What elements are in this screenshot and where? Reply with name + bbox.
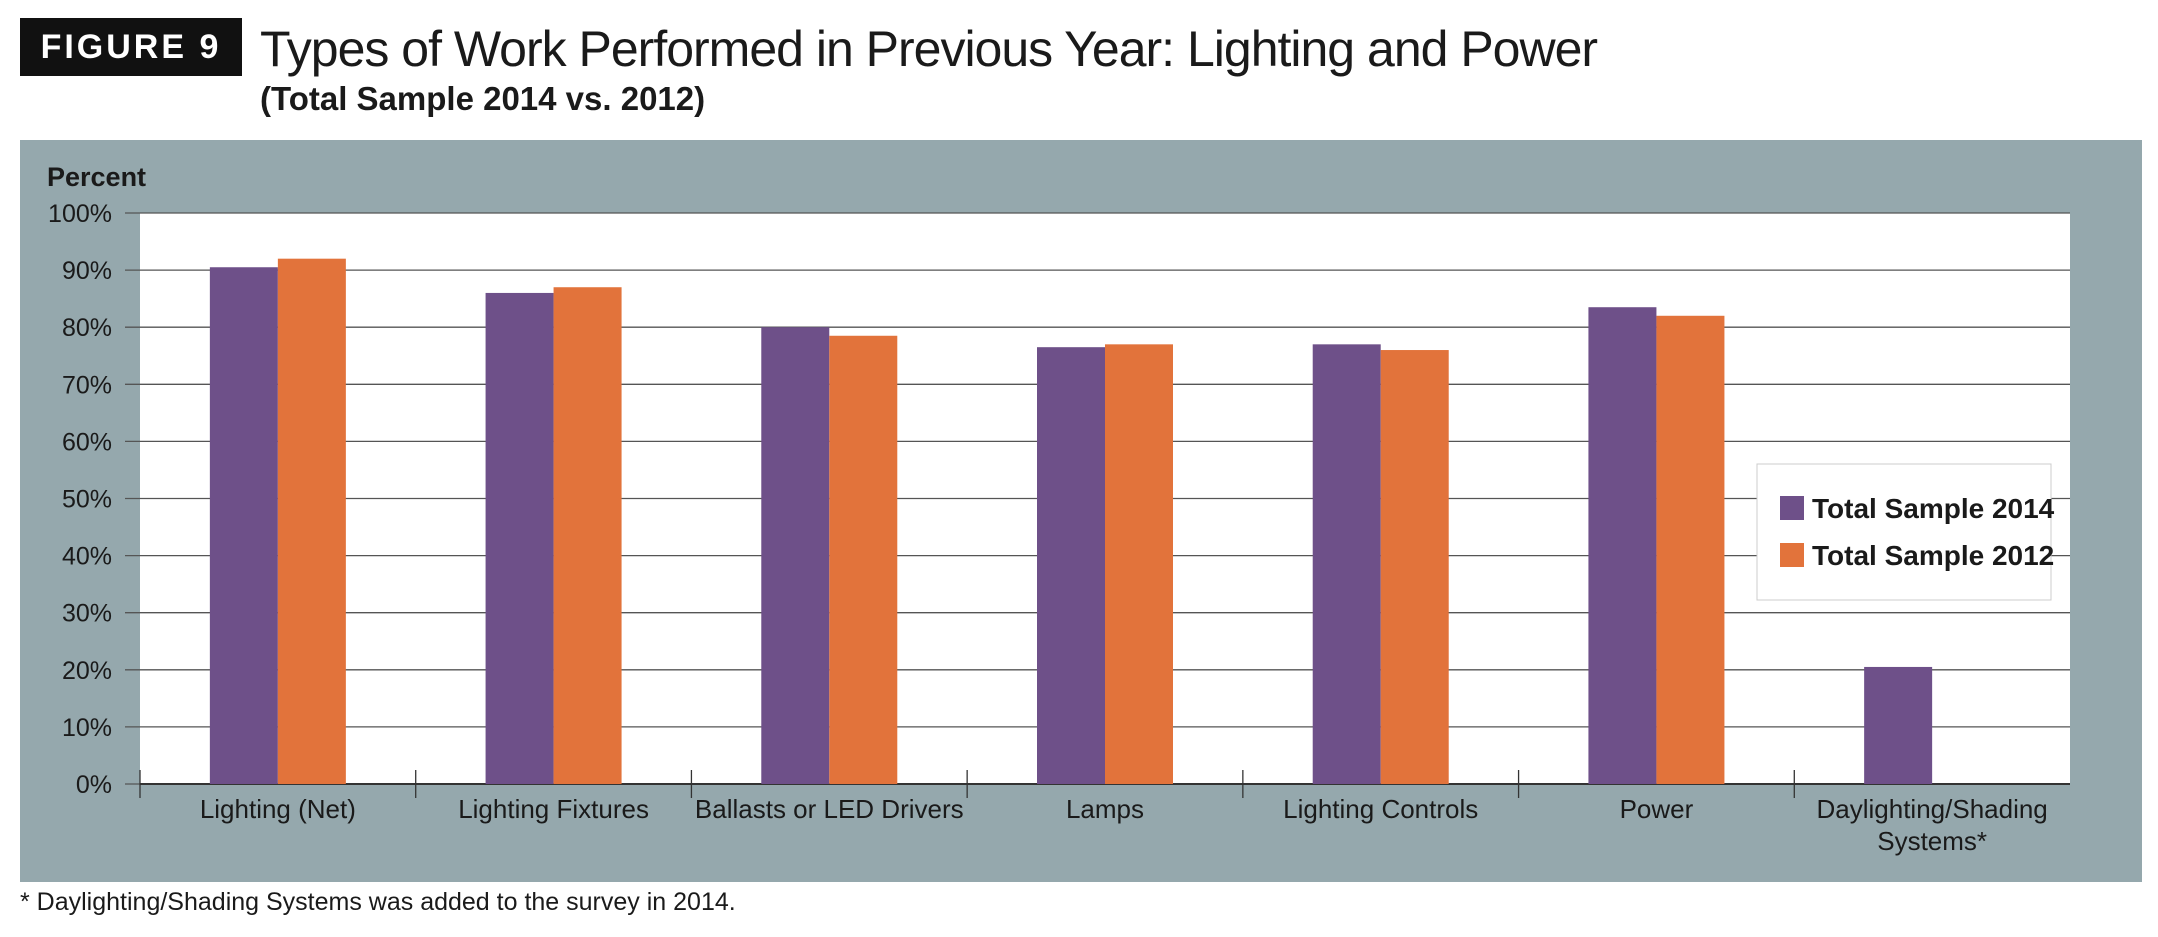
bar-total-sample-2014-2 [761,327,830,784]
x-tick-label: Lighting Controls [1283,794,1478,824]
bar-total-sample-2014-4 [1312,344,1381,784]
bar-chart: Percent 0% 10% 20% 30% 40% 50% 60% 70% 80% 90% 100%… [47,162,2070,856]
bar-total-sample-2014-3 [1037,347,1105,784]
footnote: * Daylighting/Shading Systems was added … [20,888,736,916]
bar-total-sample-2012-1 [553,287,622,784]
y-tick-label: 60% [62,428,112,456]
x-tick-label-line: Power [1620,794,1694,824]
x-tick-label: Lighting Fixtures [458,794,649,824]
bar-total-sample-2012-5 [1656,315,1725,784]
x-tick-label: Power [1620,794,1694,824]
y-tick-label: 40% [62,543,112,571]
x-tick-label-line: Ballasts or LED Drivers [695,794,964,824]
x-tick-label-line: Lighting Controls [1283,794,1478,824]
chart-title: Types of Work Performed in Previous Year… [260,21,1598,77]
y-tick-label: 100% [48,200,112,228]
x-tick-label: Daylighting/Shading Systems* [1817,794,2048,856]
x-tick-label: Lamps [1066,794,1144,824]
y-tick-label: 50% [62,486,112,514]
x-tick-label-line: Lighting Fixtures [458,794,649,824]
x-tick-label: Lighting (Net) [200,794,356,824]
x-tick-label-line: Systems* [1877,826,1987,856]
bar-total-sample-2012-2 [829,335,898,784]
bar-total-sample-2014-1 [485,292,554,784]
bar-total-sample-2014-0 [209,267,278,784]
legend-label: Total Sample 2012 [1812,540,2054,571]
bar-total-sample-2012-3 [1105,344,1173,784]
chart-panel: Percent 0% 10% 20% 30% 40% 50% 60% 70% 80% 90% 100%… [20,140,2142,882]
x-tick-label: Ballasts or LED Drivers [695,794,964,824]
chart-subtitle: (Total Sample 2014 vs. 2012) [260,80,706,117]
legend: Total Sample 2014 Total Sample 2012 [1756,463,2055,601]
x-tick-label-line: Lamps [1066,794,1144,824]
y-tick-label: 70% [62,371,112,399]
legend-swatch [1780,496,1804,520]
legend-swatch [1780,543,1804,567]
legend-label: Total Sample 2014 [1812,493,2055,524]
y-axis-label: Percent [47,162,146,192]
y-tick-label: 10% [62,714,112,742]
bar-total-sample-2012-4 [1380,350,1449,784]
y-tick-label: 90% [62,257,112,285]
figure-badge: FIGURE 9 [20,18,242,76]
y-tick-label: 80% [62,314,112,342]
x-tick-label-line: Daylighting/Shading [1817,794,2048,824]
y-tick-label: 30% [62,600,112,628]
bar-total-sample-2012-0 [277,258,346,784]
y-tick-label: 20% [62,657,112,685]
y-tick-label: 0% [76,771,112,799]
x-tick-label-line: Lighting (Net) [200,794,356,824]
legend-box [1756,463,2052,601]
bar-total-sample-2014-5 [1588,307,1657,784]
bar-total-sample-2014-6 [1864,666,1933,784]
